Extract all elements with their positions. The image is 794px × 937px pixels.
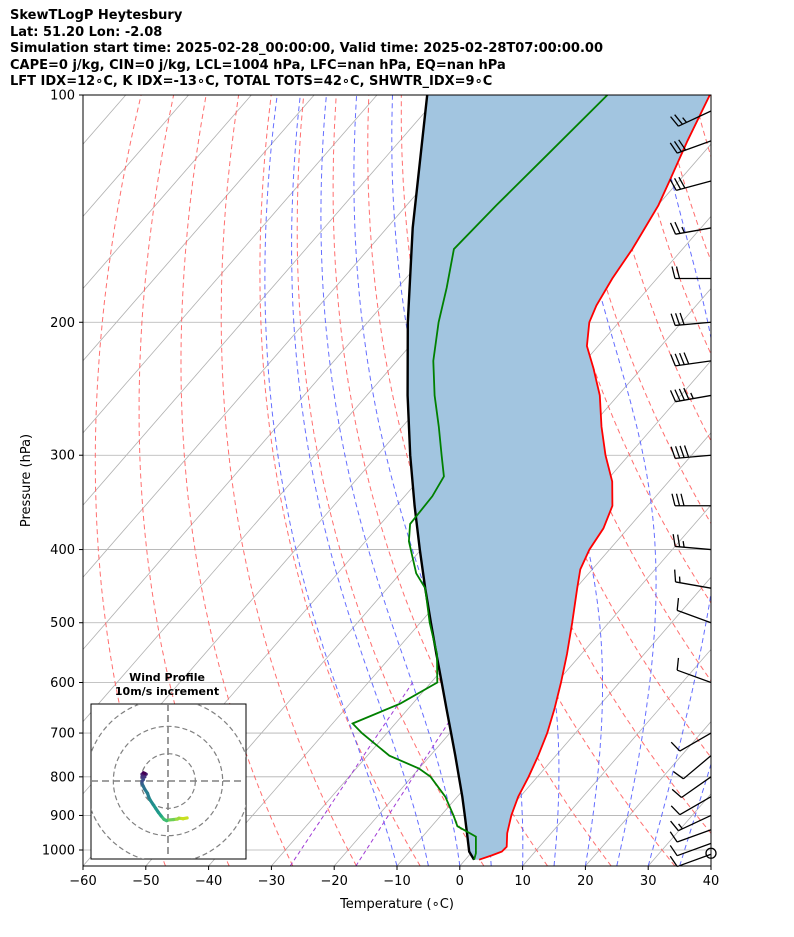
temperature-line	[478, 95, 711, 861]
hodograph-segment	[141, 771, 147, 775]
dry-adiabat-line	[530, 95, 711, 604]
dry-adiabat-line	[138, 95, 230, 866]
y-tick-label: 800	[50, 770, 75, 785]
x-axis-label: Temperature (∘C)	[339, 897, 454, 912]
time-line: Simulation start time: 2025-02-28_00:00:…	[10, 41, 603, 56]
wind-barb	[670, 814, 712, 832]
x-tick-label: −30	[258, 874, 285, 889]
isotherm-line	[83, 95, 441, 506]
mixing-ratio-line	[289, 682, 414, 866]
moist-adiabat-line	[264, 95, 398, 866]
y-tick-label: 600	[50, 676, 75, 691]
wind-barb	[669, 139, 712, 154]
wind-barb	[669, 176, 712, 191]
chart-title: SkewTLogP Heytesbury	[10, 8, 183, 23]
moist-adiabat-line	[679, 762, 711, 866]
hodograph-title: Wind Profile 10m/s increment	[92, 671, 242, 699]
calm-wind-circle	[705, 847, 717, 859]
wind-barb	[672, 534, 712, 551]
hodograph-title-line2: 10m/s increment	[114, 685, 220, 698]
x-tick-label: 20	[577, 874, 594, 889]
wind-barb	[670, 110, 712, 127]
parcel-line	[406, 95, 476, 861]
hodograph-inset	[90, 703, 247, 860]
dry-adiabat-line	[727, 95, 794, 866]
y-tick-label: 500	[50, 616, 75, 631]
wind-barb	[671, 776, 712, 799]
isotherm-line	[83, 95, 378, 434]
moist-adiabat-line	[560, 95, 657, 866]
isotherm-line	[83, 95, 315, 362]
x-tick-label: −60	[69, 874, 96, 889]
y-tick-label: 300	[50, 449, 75, 464]
isotherm-line	[585, 721, 711, 866]
y-tick-label: 700	[50, 727, 75, 742]
x-tick-label: −10	[383, 874, 410, 889]
isotherm-line	[333, 432, 711, 866]
dry-adiabat-line	[759, 95, 794, 866]
x-tick-label: 10	[514, 874, 531, 889]
wind-barb	[670, 445, 712, 460]
wind-barb	[670, 352, 712, 367]
y-tick-label: 400	[50, 543, 75, 558]
wind-barb	[669, 221, 712, 235]
dry-adiabat-line	[180, 95, 294, 866]
wind-barb	[669, 853, 712, 868]
moist-adiabat-line	[291, 95, 429, 866]
wind-barb	[674, 569, 712, 589]
dry-adiabat-line	[220, 95, 357, 866]
x-tick-label: −20	[320, 874, 347, 889]
isotherm-line	[83, 95, 503, 578]
mixing-ratio-line	[355, 682, 476, 866]
wind-barb	[669, 842, 712, 857]
y-tick-label: 900	[50, 809, 75, 824]
dry-adiabat-line	[296, 95, 485, 866]
moist-adiabat-line	[320, 95, 461, 866]
parcel-area-fill	[407, 95, 710, 860]
chart-header: SkewTLogP Heytesbury Lat: 51.20 Lon: -2.…	[10, 8, 790, 91]
location-line: Lat: 51.20 Lon: -2.08	[10, 24, 163, 40]
y-tick-label: 1000	[42, 844, 75, 859]
x-tick-label: 0	[456, 874, 464, 889]
y-axis-label: Pressure (hPa)	[19, 434, 34, 527]
dry-adiabat-line	[595, 95, 711, 442]
isotherm-line	[83, 95, 252, 290]
stability-params-line: CAPE=0 j/kg, CIN=0 j/kg, LCL=1004 hPa, L…	[10, 57, 506, 73]
y-tick-label: 200	[50, 316, 75, 331]
x-tick-label: 40	[703, 874, 720, 889]
wind-barb	[676, 598, 712, 624]
wind-barb	[670, 796, 712, 816]
wind-barb	[676, 657, 712, 684]
y-tick-label: 100	[50, 89, 75, 104]
dry-adiabat-line	[465, 95, 711, 759]
index-params-line: LFT IDX=12∘C, K IDX=-13∘C, TOTAL TOTS=42…	[10, 74, 493, 89]
wind-barb	[669, 387, 712, 403]
hodograph-title-line1: Wind Profile	[129, 671, 205, 684]
wind-barb	[671, 266, 711, 280]
plot-area	[83, 95, 794, 866]
wind-barb	[671, 493, 711, 507]
wind-barb	[670, 312, 712, 327]
dry-adiabat-line	[94, 95, 166, 866]
wind-barb	[673, 755, 712, 780]
dewpoint-line	[351, 95, 609, 860]
isotherm-line	[522, 648, 711, 866]
moist-adiabat-line	[647, 95, 711, 866]
x-tick-label: −40	[195, 874, 222, 889]
x-tick-label: −50	[132, 874, 159, 889]
dry-adiabat-line	[693, 95, 711, 159]
moist-adiabat-line	[710, 864, 711, 866]
x-tick-label: 30	[640, 874, 657, 889]
isotherm-line	[710, 865, 711, 866]
wind-barbs	[669, 110, 717, 868]
wind-barb	[670, 732, 712, 752]
isotherm-line	[459, 576, 711, 866]
moist-adiabat-line	[490, 95, 603, 866]
wind-barb	[669, 829, 712, 843]
